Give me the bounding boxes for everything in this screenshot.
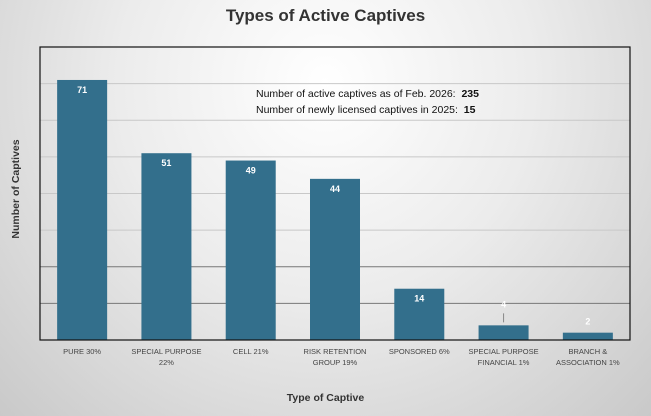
annotation-label: Number of newly licensed captives in 202… — [256, 104, 458, 116]
chart-title: Types of Active Captives — [225, 6, 426, 25]
x-tick-label: SPECIAL PURPOSE — [131, 347, 201, 356]
bar — [562, 332, 613, 340]
data-label: 4 — [501, 299, 506, 309]
x-tick-label: SPECIAL PURPOSE — [468, 347, 538, 356]
bar — [141, 153, 192, 340]
data-label: 44 — [330, 184, 340, 194]
x-tick-label: CELL 21% — [233, 347, 269, 356]
bar — [394, 288, 445, 340]
bar — [57, 79, 108, 341]
data-label: 51 — [161, 158, 171, 168]
data-label: 49 — [246, 166, 256, 176]
annotation-label: Number of active captives as of Feb. 202… — [256, 88, 456, 100]
data-label: 2 — [585, 317, 590, 327]
x-tick-label: RISK RETENTION — [304, 347, 367, 356]
bar — [478, 325, 529, 340]
x-tick-label: BRANCH & — [568, 347, 607, 356]
annotation-value: 235 — [461, 88, 479, 100]
annotation-new: Number of newly licensed captives in 202… — [256, 104, 475, 116]
x-tick-label: ASSOCIATION 1% — [556, 358, 620, 367]
x-tick-label: PURE 30% — [63, 347, 101, 356]
bar — [310, 178, 360, 340]
x-tick-label: 22% — [159, 358, 174, 367]
data-label: 71 — [77, 85, 87, 95]
plot-frame — [39, 46, 631, 341]
x-axis-label: Type of Captive — [286, 392, 365, 404]
x-tick-label: FINANCIAL 1% — [478, 358, 530, 367]
annotation-active: Number of active captives as of Feb. 202… — [256, 88, 479, 100]
annotation-value: 15 — [463, 104, 476, 116]
x-tick-label: GROUP 19% — [313, 358, 358, 367]
x-tick-label: SPONSORED 6% — [389, 347, 450, 356]
data-label: 14 — [414, 294, 424, 304]
bar — [225, 160, 276, 340]
